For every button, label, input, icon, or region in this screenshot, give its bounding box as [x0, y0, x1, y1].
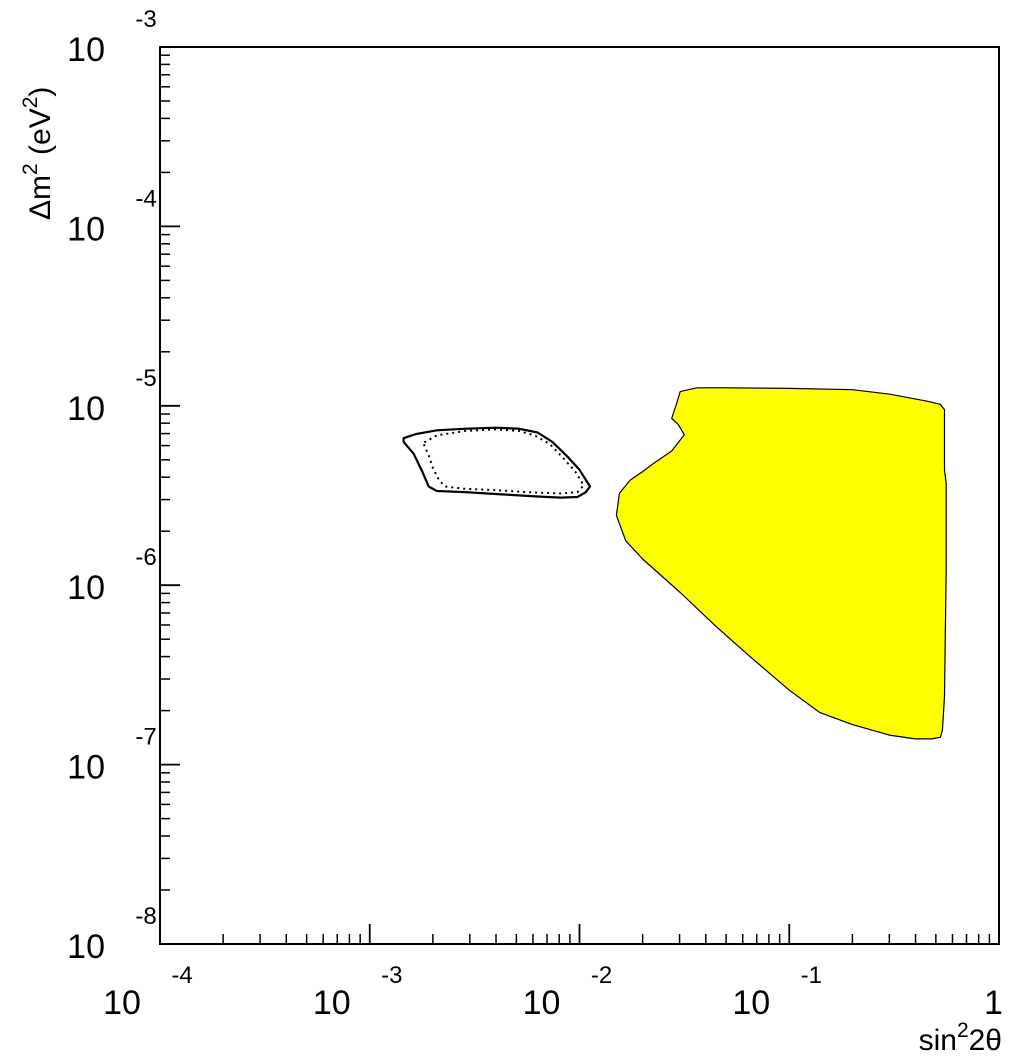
y-tick-label: 10 [67, 749, 105, 787]
allowed-regions [402, 387, 947, 740]
x-tick-label: 1 [984, 984, 1003, 1022]
x-tick-exponent: -2 [591, 962, 612, 989]
y-tick-exponent: -4 [135, 185, 156, 212]
x-tick-label: 10 [732, 984, 770, 1022]
y-tick-label: 10 [67, 569, 105, 607]
x-tick-label: 10 [523, 984, 561, 1022]
x-tick-exponent: -3 [381, 962, 402, 989]
x-tick-exponent: -4 [171, 962, 192, 989]
x-tick-labels: 10 -4 10 -3 10 -2 10 -1 1 [103, 962, 1003, 1022]
y-tick-exponent: -5 [135, 365, 156, 392]
region-dotted-2 [423, 428, 585, 495]
region-filled-0 [615, 387, 947, 740]
x-tick-label: 10 [103, 984, 141, 1022]
y-tick-label: 10 [67, 390, 105, 428]
x-tick-label: 10 [313, 984, 351, 1022]
y-tick-exponent: -6 [135, 544, 156, 571]
y-axis-title: Δm2 (eV2) [19, 87, 57, 220]
y-tick-labels: 10 -8 10 -7 10 -6 10 -5 10 -4 10 -3 [67, 6, 157, 966]
y-tick-exponent: -7 [135, 724, 156, 751]
plot-frame [159, 46, 1000, 945]
y-tick-label: 10 [67, 928, 105, 966]
y-tick-label: 10 [67, 210, 105, 248]
y-tick-exponent: -8 [135, 903, 156, 930]
region-solid-1 [402, 426, 592, 499]
x-tick-exponent: -1 [801, 962, 822, 989]
y-tick-label: 10 [67, 31, 105, 69]
y-tick-exponent: -3 [135, 6, 156, 33]
x-axis-title: sin22θ [919, 1019, 1002, 1057]
minor-ticks [160, 54, 991, 944]
